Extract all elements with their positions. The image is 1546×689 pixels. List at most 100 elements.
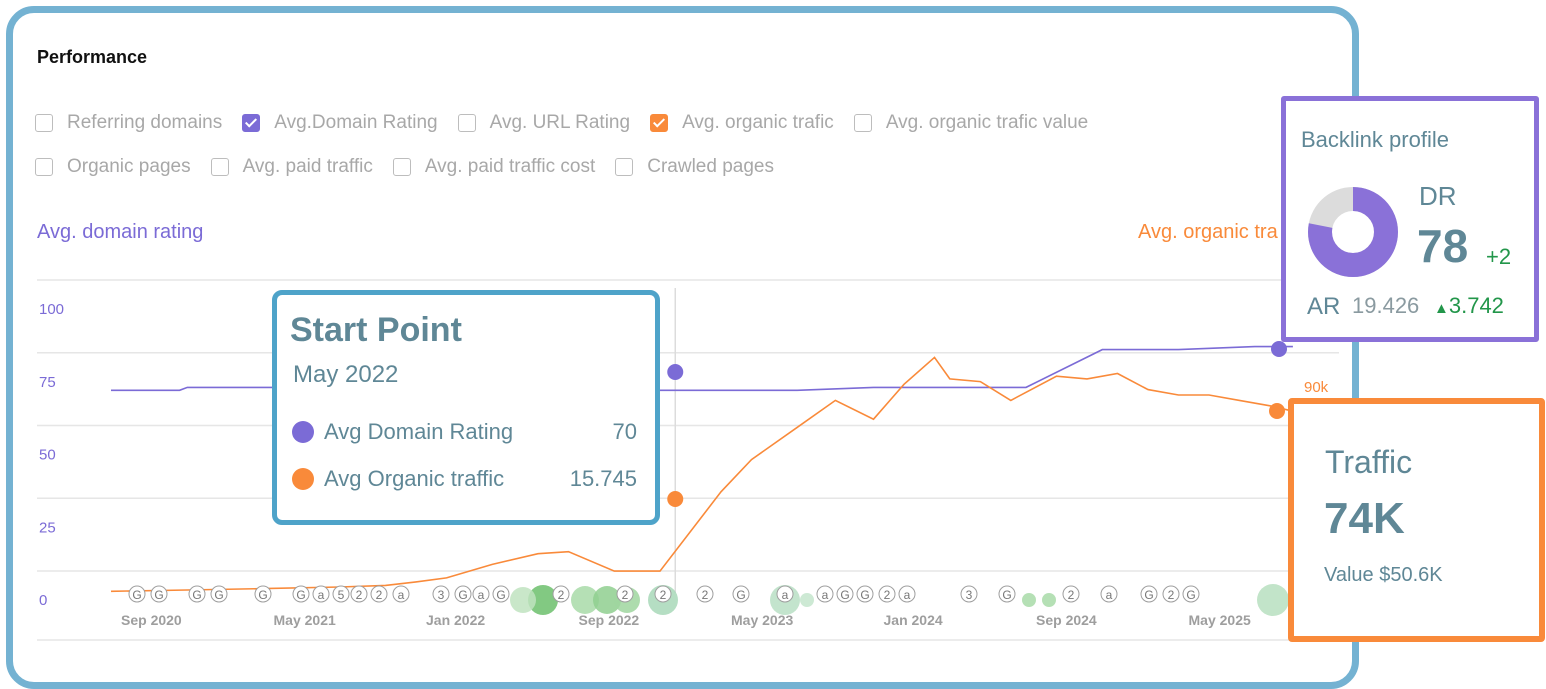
metric-options: Referring domains Avg.Domain Rating Avg. U… bbox=[35, 101, 1255, 189]
event-marker-label: G bbox=[258, 588, 267, 602]
tooltip-row-organic-traffic: Avg Organic traffic 15.745 bbox=[292, 464, 637, 494]
ar-label: AR bbox=[1307, 293, 1341, 320]
x-tick-label: Jan 2024 bbox=[884, 612, 943, 628]
event-marker-label: a bbox=[398, 588, 405, 602]
checkbox[interactable] bbox=[35, 114, 53, 132]
option-label: Crawled pages bbox=[647, 156, 774, 177]
event-bubble bbox=[800, 593, 814, 607]
right-axis-title: Avg. organic tra bbox=[1138, 221, 1278, 243]
backlink-profile-card: Backlink profile DR 78 +2 AR 19.426 ▲3.7… bbox=[1281, 96, 1539, 342]
option-avg-organic-trafic[interactable]: Avg. organic trafic bbox=[650, 112, 834, 134]
event-bubble bbox=[510, 587, 536, 613]
event-marker bbox=[1062, 585, 1080, 603]
event-marker-label: 2 bbox=[558, 588, 565, 602]
event-marker bbox=[898, 585, 916, 603]
x-tick-label: May 2023 bbox=[731, 612, 793, 628]
y-right-tick-label: 90k bbox=[1304, 379, 1329, 396]
options-row-2: Organic pages Avg. paid traffic Avg. paid … bbox=[35, 145, 1255, 189]
tooltip-row-value: 15.745 bbox=[569, 466, 637, 491]
traffic-money-value: Value $50.6K bbox=[1324, 564, 1443, 586]
event-marker-label: G bbox=[840, 588, 849, 602]
tooltip-row-value: 70 bbox=[612, 419, 637, 444]
backlink-title: Backlink profile bbox=[1301, 127, 1449, 152]
option-avg-url-rating[interactable]: Avg. URL Rating bbox=[457, 112, 630, 134]
event-marker bbox=[332, 585, 350, 603]
checkbox[interactable] bbox=[457, 114, 476, 132]
event-marker bbox=[392, 585, 410, 603]
dr-value: 78 bbox=[1417, 220, 1469, 272]
option-label: Avg. organic trafic bbox=[682, 112, 834, 133]
event-marker bbox=[1182, 585, 1200, 603]
option-label: Organic pages bbox=[67, 156, 191, 177]
panel-title: Performance bbox=[37, 47, 148, 67]
event-marker-label: G bbox=[154, 588, 163, 602]
event-bubble bbox=[1042, 593, 1056, 607]
options-row-1: Referring domains Avg.Domain Rating Avg. U… bbox=[35, 101, 1255, 145]
checkbox[interactable] bbox=[392, 158, 411, 176]
event-marker bbox=[492, 585, 510, 603]
event-marker-label: a bbox=[782, 588, 789, 602]
series-line-domain-rating bbox=[111, 345, 1293, 392]
x-tick-label: May 2021 bbox=[274, 612, 336, 628]
event-marker-label: a bbox=[904, 588, 911, 602]
event-marker-label: 2 bbox=[356, 588, 363, 602]
performance-panel: Performance Referring domains Avg.Domain … bbox=[6, 6, 1359, 689]
checkbox[interactable] bbox=[242, 114, 261, 132]
ar-delta: ▲3.742 bbox=[1434, 293, 1504, 319]
option-avg-domain-rating[interactable]: Avg.Domain Rating bbox=[242, 112, 438, 134]
y-tick-label: 75 bbox=[39, 374, 56, 391]
checkbox[interactable] bbox=[615, 158, 634, 176]
event-marker-label: G bbox=[132, 588, 141, 602]
event-marker-label: a bbox=[318, 588, 325, 602]
checkbox[interactable] bbox=[853, 114, 872, 132]
event-marker-label: 2 bbox=[622, 588, 629, 602]
event-marker-label: 2 bbox=[1068, 588, 1075, 602]
option-avg-paid-traffic[interactable]: Avg. paid traffic bbox=[210, 156, 373, 178]
point-domain-rating-end bbox=[1271, 341, 1287, 357]
event-marker-label: 2 bbox=[884, 588, 891, 602]
x-tick-label: Sep 2020 bbox=[121, 612, 182, 628]
purple-dot-icon bbox=[292, 421, 314, 443]
option-organic-pages[interactable]: Organic pages bbox=[35, 156, 191, 178]
event-marker bbox=[1140, 585, 1158, 603]
option-referring-domains[interactable]: Referring domains bbox=[35, 112, 222, 134]
x-tick-label: Sep 2022 bbox=[579, 612, 640, 628]
ar-value: 19.426 bbox=[1352, 293, 1420, 318]
tooltip-row-label: Avg Domain Rating bbox=[324, 419, 514, 444]
event-marker bbox=[654, 585, 672, 603]
event-marker-label: 3 bbox=[438, 588, 445, 602]
event-marker-label: G bbox=[192, 588, 201, 602]
event-marker bbox=[292, 585, 310, 603]
option-label: Avg. paid traffic bbox=[242, 156, 373, 177]
x-tick-label: Jan 2022 bbox=[426, 612, 485, 628]
event-marker bbox=[732, 585, 750, 603]
event-marker bbox=[150, 585, 168, 603]
y-tick-label: 100 bbox=[39, 301, 64, 318]
option-crawled-pages[interactable]: Crawled pages bbox=[615, 156, 774, 178]
checkbox[interactable] bbox=[35, 158, 53, 176]
option-avg-paid-traffic-cost[interactable]: Avg. paid traffic cost bbox=[392, 156, 596, 178]
event-marker bbox=[1100, 585, 1118, 603]
dr-donut-chart bbox=[1308, 187, 1398, 277]
start-point-tooltip: Start Point May 2022 Avg Domain Rating 7… bbox=[272, 290, 660, 525]
option-label: Avg. paid traffic cost bbox=[424, 156, 596, 177]
event-marker-label: a bbox=[822, 588, 829, 602]
tooltip-row-domain-rating: Avg Domain Rating 70 bbox=[292, 417, 637, 447]
event-marker bbox=[836, 585, 854, 603]
checkbox[interactable] bbox=[210, 158, 229, 176]
option-avg-organic-trafic-value[interactable]: Avg. organic trafic value bbox=[853, 112, 1088, 134]
event-marker-label: 3 bbox=[966, 588, 973, 602]
event-marker bbox=[776, 585, 794, 603]
checkbox[interactable] bbox=[650, 114, 669, 132]
event-marker bbox=[616, 585, 634, 603]
tooltip-row-label: Avg Organic traffic bbox=[324, 466, 505, 491]
donut-fill bbox=[1308, 187, 1398, 277]
event-marker-label: 5 bbox=[338, 588, 345, 602]
event-marker-label: G bbox=[458, 588, 467, 602]
event-marker bbox=[312, 585, 330, 603]
event-marker-label: G bbox=[496, 588, 505, 602]
event-marker bbox=[472, 585, 490, 603]
event-bubble bbox=[528, 585, 558, 615]
traffic-card: Traffic 74K Value $50.6K bbox=[1288, 398, 1545, 642]
